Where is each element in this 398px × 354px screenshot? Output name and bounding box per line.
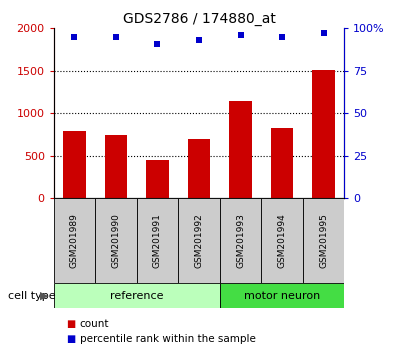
Text: GSM201993: GSM201993 (236, 213, 245, 268)
Text: percentile rank within the sample: percentile rank within the sample (80, 334, 256, 344)
Text: reference: reference (110, 291, 164, 301)
Bar (54, 283, 220, 308)
Bar (271, 128, 293, 198)
Bar (54, 198, 95, 283)
Text: GSM201995: GSM201995 (319, 213, 328, 268)
Text: GSM201992: GSM201992 (195, 213, 203, 268)
Point (113, 34, 119, 40)
Point (154, 41, 161, 46)
Text: GDS2786 / 174880_at: GDS2786 / 174880_at (123, 12, 275, 27)
Text: GSM201991: GSM201991 (153, 213, 162, 268)
Text: GSM201994: GSM201994 (277, 213, 287, 268)
Text: GSM201990: GSM201990 (111, 213, 121, 268)
Bar (220, 198, 261, 283)
Text: ▶: ▶ (39, 291, 48, 301)
Point (196, 38, 202, 43)
Bar (146, 160, 169, 198)
Bar (178, 198, 220, 283)
Bar (95, 198, 137, 283)
Bar (220, 283, 344, 308)
Text: GSM201989: GSM201989 (70, 213, 79, 268)
Bar (137, 198, 178, 283)
Bar (105, 135, 127, 198)
Text: ■: ■ (66, 334, 75, 344)
Point (71, 34, 78, 40)
Bar (261, 198, 303, 283)
Point (320, 30, 327, 36)
Text: motor neuron: motor neuron (244, 291, 320, 301)
Point (237, 32, 244, 38)
Bar (187, 139, 211, 198)
Bar (312, 70, 335, 198)
Text: cell type: cell type (8, 291, 56, 301)
Bar (229, 101, 252, 198)
Bar (303, 198, 344, 283)
Bar (63, 131, 86, 198)
Text: count: count (80, 319, 109, 329)
Text: ■: ■ (66, 319, 75, 329)
Point (279, 34, 285, 40)
